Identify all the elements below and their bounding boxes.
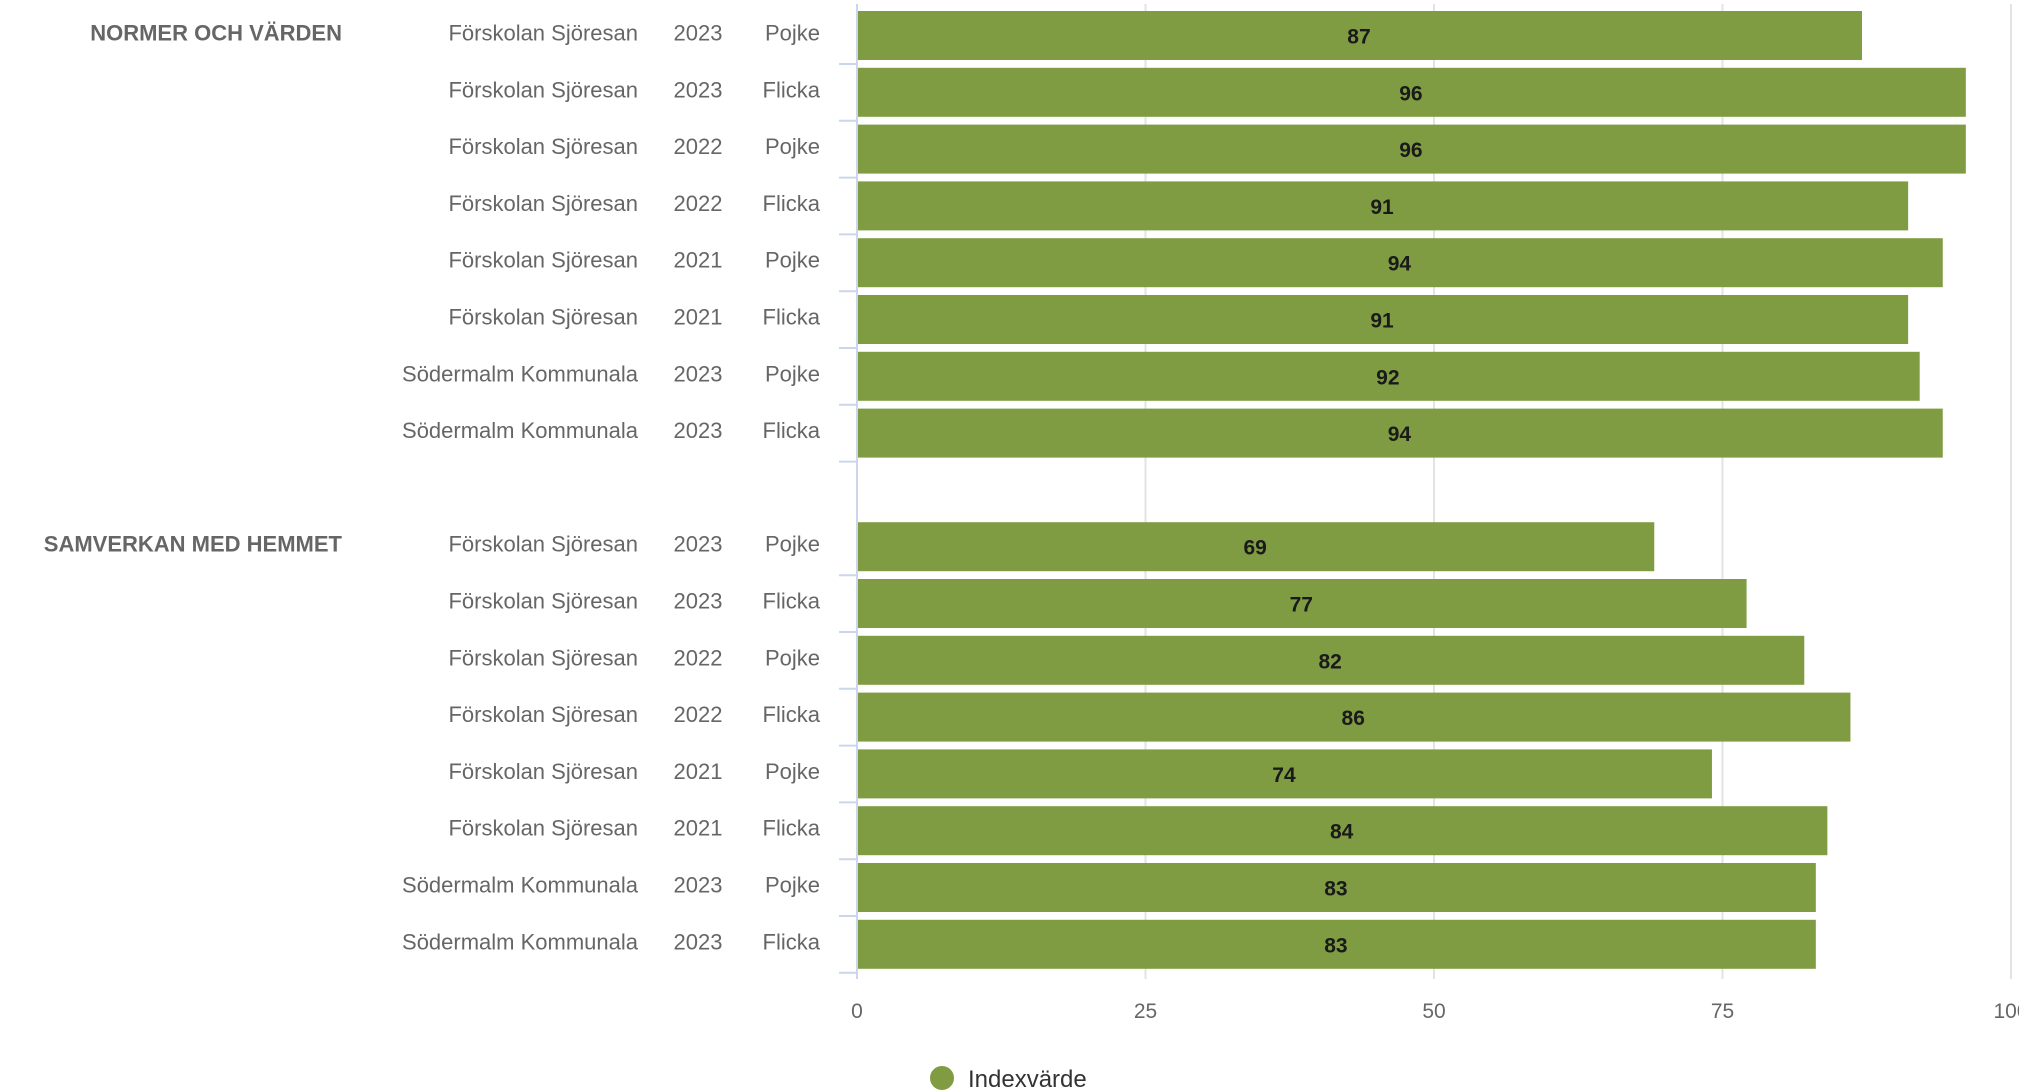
category-axis: [839, 4, 858, 979]
bar[interactable]: [858, 238, 1943, 288]
bar[interactable]: [858, 67, 1966, 117]
gender-label: Flicka: [763, 929, 821, 954]
gender-label: Pojke: [765, 532, 820, 557]
year-label: 2022: [674, 702, 723, 727]
year-label: 2023: [674, 361, 723, 386]
bar[interactable]: [858, 181, 1909, 231]
year-label: 2023: [674, 873, 723, 898]
year-label: 2021: [674, 305, 723, 330]
gender-label: Flicka: [763, 77, 821, 102]
category-labels: Förskolan Sjöresan 2023 Pojke NORMER OCH VÄ…: [44, 21, 821, 955]
year-label: 2022: [674, 645, 723, 670]
unit-label: Södermalm Kommunala: [402, 929, 639, 954]
data-label: 91: [1370, 310, 1394, 333]
bars: 87 96 96 91 94 91 92 94 69 77 82 86 74 84 83 83: [858, 11, 1966, 969]
year-label: 2021: [674, 816, 723, 841]
data-label: 91: [1370, 196, 1394, 219]
bar[interactable]: [858, 408, 1943, 458]
group-label: SAMVERKAN MED HEMMET: [44, 532, 343, 557]
bar[interactable]: [858, 635, 1805, 685]
data-label: 84: [1330, 821, 1354, 844]
gender-label: Flicka: [763, 589, 821, 614]
gender-label: Pojke: [765, 873, 820, 898]
year-label: 2023: [674, 929, 723, 954]
bar[interactable]: [858, 295, 1909, 344]
year-label: 2023: [674, 77, 723, 102]
bar[interactable]: [858, 692, 1851, 742]
year-label: 2021: [674, 248, 723, 273]
bar[interactable]: [858, 749, 1712, 799]
data-label: 83: [1324, 878, 1347, 901]
unit-label: Södermalm Kommunala: [402, 361, 639, 386]
bar[interactable]: [858, 863, 1816, 912]
x-tick-label: 75: [1711, 1000, 1734, 1023]
unit-label: Förskolan Sjöresan: [448, 816, 638, 841]
unit-label: Förskolan Sjöresan: [448, 134, 638, 159]
year-label: 2023: [674, 589, 723, 614]
data-label: 86: [1342, 707, 1365, 730]
gender-label: Flicka: [763, 702, 821, 727]
bar[interactable]: [858, 351, 1920, 401]
legend[interactable]: Indexvärde: [930, 1066, 1087, 1091]
year-label: 2023: [674, 21, 723, 46]
bar[interactable]: [858, 919, 1816, 969]
gender-label: Flicka: [763, 816, 821, 841]
gender-label: Pojke: [765, 134, 820, 159]
x-tick-label: 50: [1422, 1000, 1445, 1023]
unit-label: Förskolan Sjöresan: [448, 759, 638, 784]
gender-label: Pojke: [765, 361, 820, 386]
data-label: 92: [1376, 366, 1399, 389]
gender-label: Pojke: [765, 21, 820, 46]
unit-label: Förskolan Sjöresan: [448, 305, 638, 330]
unit-label: Förskolan Sjöresan: [448, 589, 638, 614]
unit-label: Förskolan Sjöresan: [448, 645, 638, 670]
x-tick-label: 100: [1993, 1000, 2019, 1023]
unit-label: Förskolan Sjöresan: [448, 191, 638, 216]
data-label: 94: [1388, 253, 1412, 276]
data-label: 96: [1399, 82, 1422, 105]
gender-label: Flicka: [763, 191, 821, 216]
legend-label-indexvarde[interactable]: Indexvärde: [968, 1066, 1087, 1091]
unit-label: Förskolan Sjöresan: [448, 248, 638, 273]
data-label: 69: [1243, 537, 1266, 560]
gender-label: Flicka: [763, 305, 821, 330]
data-label: 74: [1272, 764, 1296, 787]
x-axis-ticks: 0 25 50 75 100: [851, 1000, 2019, 1023]
x-tick-label: 0: [851, 1000, 863, 1023]
unit-label: Södermalm Kommunala: [402, 418, 639, 443]
data-label: 94: [1388, 423, 1412, 446]
group-label: NORMER OCH VÄRDEN: [90, 21, 342, 46]
year-label: 2023: [674, 532, 723, 557]
unit-label: Förskolan Sjöresan: [448, 702, 638, 727]
unit-label: Södermalm Kommunala: [402, 873, 639, 898]
gender-label: Pojke: [765, 248, 820, 273]
x-tick-label: 25: [1134, 1000, 1157, 1023]
bar[interactable]: [858, 579, 1747, 628]
bar[interactable]: [858, 806, 1828, 856]
unit-label: Förskolan Sjöresan: [448, 532, 638, 557]
unit-label: Förskolan Sjöresan: [448, 77, 638, 102]
year-label: 2022: [674, 191, 723, 216]
bar[interactable]: [858, 522, 1655, 572]
bar[interactable]: [858, 124, 1966, 174]
year-label: 2021: [674, 759, 723, 784]
legend-marker-indexvarde[interactable]: [930, 1066, 954, 1090]
year-label: 2022: [674, 134, 723, 159]
gender-label: Flicka: [763, 418, 821, 443]
gender-label: Pojke: [765, 645, 820, 670]
data-label: 77: [1290, 594, 1313, 617]
data-label: 87: [1347, 26, 1370, 49]
unit-label: Förskolan Sjöresan: [448, 21, 638, 46]
data-label: 96: [1399, 139, 1422, 162]
gender-label: Pojke: [765, 759, 820, 784]
year-label: 2023: [674, 418, 723, 443]
bar[interactable]: [858, 11, 1862, 60]
data-label: 82: [1318, 650, 1341, 673]
data-label: 83: [1324, 934, 1347, 957]
